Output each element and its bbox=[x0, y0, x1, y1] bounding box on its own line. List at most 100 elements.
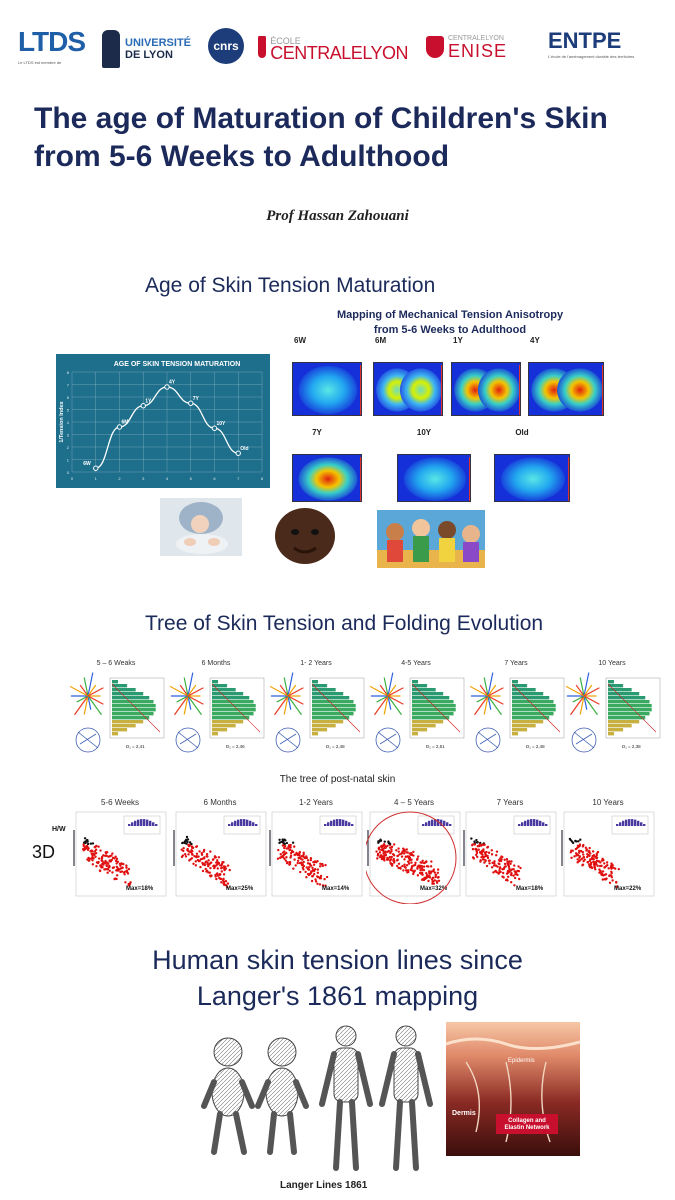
chart-ytick: 7 bbox=[67, 383, 70, 388]
fractal-dimension-value: D₁ = 2,48 bbox=[526, 744, 545, 749]
tree-figure: D₁ = 2,48 bbox=[468, 672, 566, 762]
chart-point bbox=[211, 425, 218, 431]
baby-figure-back bbox=[255, 1037, 309, 1155]
chart-point bbox=[164, 384, 170, 390]
dermis-label: Dermis bbox=[452, 1110, 476, 1117]
scatter-column-label: 6 Months bbox=[203, 798, 237, 807]
enise-logo: CENTRALELYON ENISE bbox=[426, 30, 526, 64]
heatmap-label: Old bbox=[515, 428, 529, 437]
scatter-points bbox=[81, 837, 132, 887]
tree-column-label: 1- 2 Years bbox=[300, 660, 332, 667]
fractal-dimension-value: D₁ = 2,46 bbox=[226, 744, 245, 749]
chart-point-label: 10Y bbox=[217, 421, 227, 427]
chart-ytick: 6 bbox=[67, 395, 70, 400]
langer-body-figures bbox=[200, 1022, 440, 1172]
scatter-column-label: 7 Years bbox=[496, 798, 524, 807]
collagen-network-label: Collagen and Elastin Network bbox=[504, 1118, 550, 1131]
chart-ytick: 0 bbox=[67, 470, 70, 475]
inset-histogram bbox=[123, 815, 161, 835]
tree-column-label: 4-5 Years bbox=[401, 660, 431, 667]
chart-xtick: 1 bbox=[95, 476, 98, 481]
baby-face-photo bbox=[270, 502, 340, 568]
chart-xtick: 7 bbox=[237, 476, 240, 481]
chart-ytick: 3 bbox=[67, 433, 70, 438]
epidermis-label: Epidermis bbox=[508, 1058, 535, 1064]
tree-column-label: 10 Years bbox=[598, 660, 626, 667]
chart-point-label: 6M bbox=[122, 420, 129, 426]
scatter-points bbox=[180, 835, 231, 889]
shield-icon bbox=[258, 36, 267, 58]
chart-point bbox=[235, 450, 241, 456]
ltds-logo-tagline: Le LTDS est membre de bbox=[18, 60, 62, 65]
chart-point-label: Old bbox=[240, 446, 248, 452]
scatter-column-label: 1-2 Years bbox=[299, 798, 333, 807]
chart-xtick: 2 bbox=[118, 476, 121, 481]
folding-scatter-plot: Max=22% bbox=[560, 810, 656, 904]
tree-column-label: 7 Years bbox=[504, 660, 528, 667]
adult-figure-front bbox=[319, 1025, 373, 1171]
baby-towel-photo bbox=[160, 498, 242, 556]
chart-title: AGE OF SKIN TENSION MATURATION bbox=[114, 361, 241, 368]
langer-lines-caption: Langer Lines 1861 bbox=[280, 1180, 368, 1191]
tree-column-label: 6 Months bbox=[201, 660, 231, 667]
scatter-points bbox=[375, 838, 441, 885]
inset-histogram bbox=[417, 815, 455, 835]
udl-line1: UNIVERSITÉ bbox=[125, 37, 192, 49]
mapping-title-line1: Mapping of Mechanical Tension Anisotropy bbox=[336, 309, 564, 321]
mapping-title: Mapping of Mechanical Tension Anisotropy… bbox=[300, 308, 600, 338]
rose-spike-plot bbox=[168, 672, 204, 716]
ltds-logo: LTDS Le LTDS est membre de bbox=[18, 26, 90, 76]
max-percentage-label: Max=32% bbox=[420, 886, 448, 892]
chart-point-label: 4Y bbox=[169, 380, 176, 386]
chart-ytick: 8 bbox=[67, 370, 70, 375]
post-natal-title: The tree of post-natal skin bbox=[279, 774, 396, 785]
ecl-line2: CENTRALELYON bbox=[270, 43, 408, 63]
page-title: The age of Maturation of Children's Skin… bbox=[34, 102, 608, 173]
enise-line2: ENISE bbox=[448, 40, 508, 61]
heatmap-label: 6W bbox=[294, 336, 306, 345]
chart-point-label: 1Y bbox=[145, 398, 152, 404]
histogram-panel bbox=[509, 677, 565, 739]
max-percentage-label: Max=18% bbox=[516, 886, 544, 892]
lion-icon bbox=[102, 30, 120, 68]
rose-spike-plot bbox=[68, 672, 104, 716]
inset-histogram bbox=[513, 815, 551, 835]
inset-histogram bbox=[223, 815, 261, 835]
baby-figure-front bbox=[201, 1037, 255, 1155]
entpe-logo-text: ENTPE bbox=[548, 28, 622, 53]
ltds-logo-text: LTDS bbox=[18, 26, 86, 57]
chart-ytick: 5 bbox=[67, 408, 70, 413]
chart-point bbox=[93, 465, 99, 471]
tension-maturation-chart: AGE OF SKIN TENSION MATURATION 1/Tension … bbox=[56, 354, 270, 488]
udl-line2: DE LYON bbox=[125, 49, 173, 61]
histogram-panel bbox=[309, 677, 365, 739]
mapping-title-line2: from 5-6 Weeks to Adulthood bbox=[373, 324, 527, 336]
fractal-dimension-value: D₁ = 2,48 bbox=[326, 744, 345, 749]
entpe-logo: ENTPE L'école de l'aménagement durable d… bbox=[548, 28, 658, 68]
scatter-points bbox=[470, 837, 522, 887]
inset-histogram bbox=[319, 815, 357, 835]
ecl-line1: ÉCOLE bbox=[270, 36, 301, 46]
scatter-points bbox=[568, 837, 621, 889]
scatter-column-label: 4 – 5 Years bbox=[393, 798, 435, 807]
heatmap-tile bbox=[373, 362, 443, 416]
folding-scatter-plot: Max=32% bbox=[363, 810, 462, 905]
heatmap-label: 7Y bbox=[312, 428, 322, 437]
langer-heading-line2: Langer's 1861 mapping bbox=[196, 981, 479, 1011]
adult-figure-back bbox=[379, 1025, 433, 1171]
heatmap-tile bbox=[397, 454, 471, 502]
folding-scatter-plot: Max=14% bbox=[268, 810, 364, 904]
heatmap-tile bbox=[451, 362, 521, 416]
heatmap-tile bbox=[528, 362, 604, 416]
chart-point bbox=[140, 403, 146, 409]
scatter-column-label: 10 Years bbox=[592, 798, 624, 807]
tree-figure: D₁ = 2,51 bbox=[368, 672, 466, 762]
folding-scatter-plot: Max=18% bbox=[72, 810, 168, 904]
side-3d-label: 3D bbox=[32, 842, 56, 862]
polar-circle bbox=[175, 727, 201, 753]
entpe-tagline: L'école de l'aménagement durable des ter… bbox=[548, 54, 635, 59]
chart-xtick: 5 bbox=[190, 476, 193, 481]
rose-spike-plot bbox=[564, 672, 600, 716]
tree-figure: D₁ = 2,46 bbox=[168, 672, 266, 762]
histogram-panel bbox=[409, 677, 465, 739]
